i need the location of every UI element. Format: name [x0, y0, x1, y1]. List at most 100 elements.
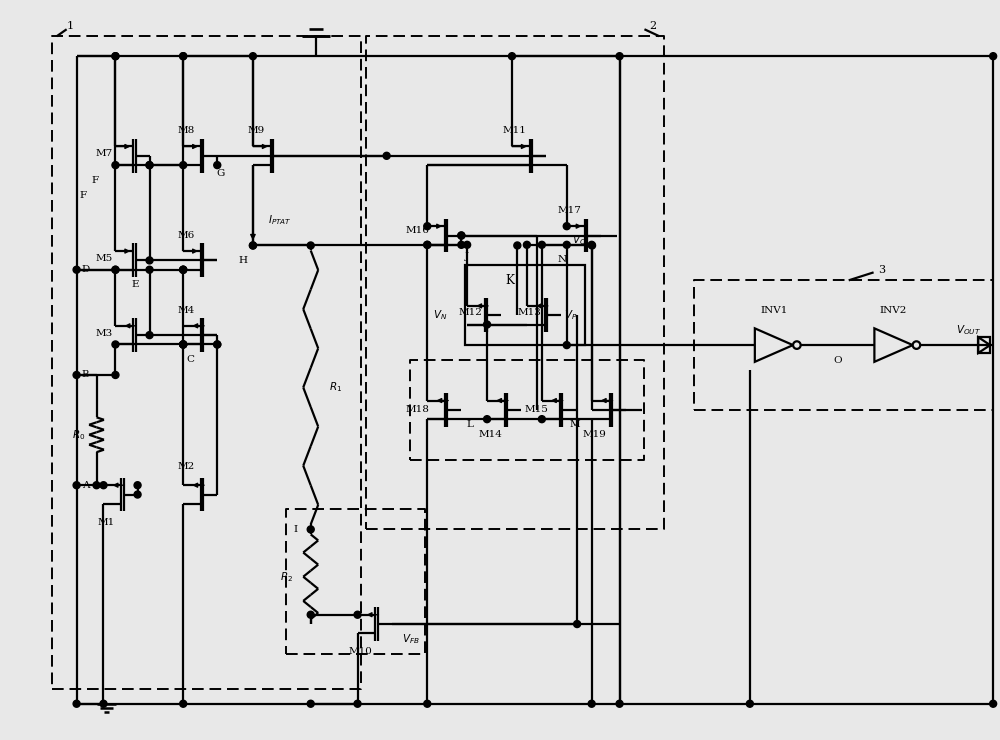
Circle shape: [180, 341, 187, 348]
Circle shape: [73, 266, 80, 273]
Text: M15: M15: [525, 406, 549, 414]
Circle shape: [73, 371, 80, 378]
Circle shape: [990, 700, 997, 707]
Text: M7: M7: [96, 149, 113, 158]
Circle shape: [563, 241, 570, 249]
Circle shape: [523, 241, 530, 249]
Text: $I_{PTAT}$: $I_{PTAT}$: [268, 214, 292, 227]
Circle shape: [249, 53, 256, 60]
Text: M6: M6: [178, 231, 195, 240]
Text: M8: M8: [178, 127, 195, 135]
Text: A: A: [82, 481, 89, 490]
Text: 3: 3: [879, 266, 886, 275]
Circle shape: [180, 266, 187, 273]
Circle shape: [563, 342, 570, 349]
Circle shape: [112, 161, 119, 169]
Text: F: F: [92, 176, 99, 185]
Circle shape: [146, 161, 153, 169]
Circle shape: [746, 700, 753, 707]
Text: N: N: [557, 255, 566, 264]
Text: D: D: [82, 265, 90, 275]
Circle shape: [112, 53, 119, 60]
Circle shape: [146, 332, 153, 339]
Circle shape: [112, 53, 119, 60]
Circle shape: [563, 223, 570, 229]
Circle shape: [180, 266, 187, 273]
Text: 2: 2: [649, 21, 657, 31]
Circle shape: [112, 266, 119, 273]
Text: 1: 1: [67, 21, 74, 31]
Circle shape: [146, 161, 153, 169]
Circle shape: [112, 266, 119, 273]
Circle shape: [307, 700, 314, 707]
Circle shape: [112, 341, 119, 348]
Circle shape: [458, 241, 465, 249]
Circle shape: [180, 700, 187, 707]
Text: B: B: [82, 371, 89, 380]
Circle shape: [100, 700, 107, 707]
Circle shape: [146, 257, 153, 264]
Circle shape: [100, 482, 107, 488]
Circle shape: [307, 242, 314, 249]
Text: $R_2$: $R_2$: [280, 570, 293, 584]
Text: $V_{FB}$: $V_{FB}$: [402, 632, 419, 646]
Text: M5: M5: [96, 254, 113, 263]
Circle shape: [307, 526, 314, 533]
Circle shape: [464, 241, 471, 249]
Text: M19: M19: [583, 430, 607, 440]
Circle shape: [424, 700, 431, 707]
Circle shape: [134, 482, 141, 488]
Circle shape: [458, 232, 465, 239]
Text: $V_{OUT}$: $V_{OUT}$: [956, 323, 981, 337]
Text: K: K: [506, 274, 514, 287]
Circle shape: [514, 242, 521, 249]
Circle shape: [180, 53, 187, 60]
Text: M16: M16: [405, 226, 429, 235]
Text: G: G: [216, 169, 224, 178]
Circle shape: [73, 482, 80, 488]
Circle shape: [424, 241, 431, 249]
Text: M3: M3: [96, 329, 113, 337]
Circle shape: [538, 416, 545, 423]
Circle shape: [383, 152, 390, 159]
Text: M14: M14: [478, 430, 502, 440]
Circle shape: [484, 321, 491, 328]
Text: J: J: [464, 252, 469, 261]
Circle shape: [307, 611, 314, 618]
Text: M17: M17: [558, 206, 582, 215]
Text: INV2: INV2: [880, 306, 907, 314]
Text: I: I: [294, 525, 298, 534]
Circle shape: [180, 53, 187, 60]
Circle shape: [180, 161, 187, 169]
Text: M9: M9: [247, 127, 265, 135]
Circle shape: [508, 53, 515, 60]
Text: $V_N$: $V_N$: [433, 309, 447, 322]
Circle shape: [180, 341, 187, 348]
Text: M: M: [569, 420, 580, 429]
Circle shape: [424, 223, 431, 229]
Circle shape: [588, 241, 595, 249]
Text: $V_P$: $V_P$: [564, 309, 577, 322]
Circle shape: [180, 341, 187, 348]
Circle shape: [538, 241, 545, 249]
Text: M12: M12: [458, 308, 482, 317]
Text: $R_1$: $R_1$: [329, 380, 342, 394]
Circle shape: [146, 266, 153, 273]
Circle shape: [93, 482, 100, 488]
Text: C: C: [186, 355, 194, 364]
Text: E: E: [131, 280, 139, 289]
Circle shape: [354, 611, 361, 618]
Circle shape: [616, 700, 623, 707]
Text: $R_0$: $R_0$: [72, 428, 85, 442]
Circle shape: [214, 161, 221, 169]
Circle shape: [134, 491, 141, 498]
Text: $V_O$: $V_O$: [572, 233, 586, 246]
Circle shape: [112, 371, 119, 378]
Circle shape: [214, 341, 221, 348]
Circle shape: [180, 341, 187, 348]
Text: F: F: [80, 191, 87, 200]
Circle shape: [990, 53, 997, 60]
Text: M1: M1: [98, 518, 115, 527]
Circle shape: [249, 242, 256, 249]
Text: INV1: INV1: [760, 306, 788, 314]
